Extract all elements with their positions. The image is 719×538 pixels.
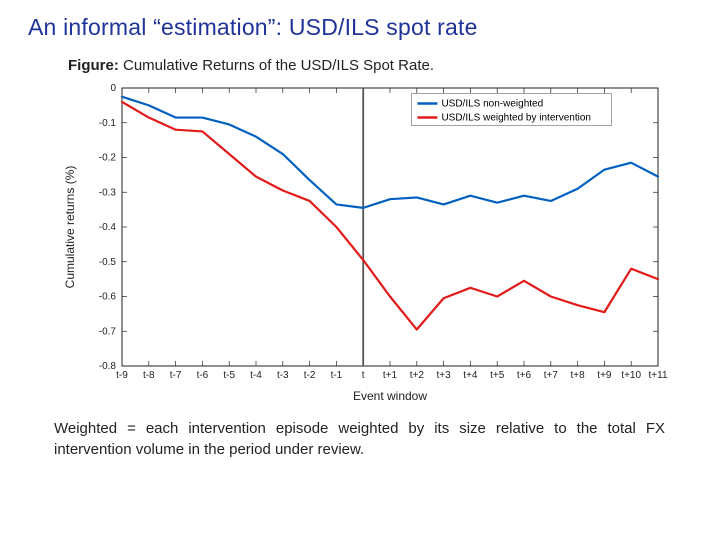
svg-text:-0.2: -0.2 — [98, 153, 116, 164]
svg-text:t-2: t-2 — [303, 370, 315, 381]
svg-text:-0.3: -0.3 — [98, 187, 116, 198]
svg-text:USD/ILS non-weighted: USD/ILS non-weighted — [441, 99, 543, 110]
svg-text:t+9: t+9 — [597, 370, 612, 381]
svg-text:Cumulative returns (%): Cumulative returns (%) — [63, 166, 77, 289]
figure-caption: Figure: Cumulative Returns of the USD/IL… — [68, 57, 691, 74]
figure-caption-label: Figure: — [68, 57, 119, 74]
svg-text:t-5: t-5 — [223, 370, 235, 381]
svg-text:t+10: t+10 — [621, 370, 641, 381]
svg-text:-0.6: -0.6 — [98, 292, 116, 303]
svg-text:-0.1: -0.1 — [98, 118, 116, 129]
svg-text:0: 0 — [110, 83, 116, 94]
footnote-text: Weighted = each intervention episode wei… — [54, 418, 665, 460]
svg-text:USD/ILS weighted by interventi: USD/ILS weighted by intervention — [441, 113, 591, 124]
svg-text:-0.5: -0.5 — [98, 257, 116, 268]
svg-text:t-6: t-6 — [196, 370, 208, 381]
svg-text:t-4: t-4 — [250, 370, 262, 381]
svg-text:t+6: t+6 — [516, 370, 531, 381]
svg-text:t-7: t-7 — [169, 370, 181, 381]
svg-text:t+11: t+11 — [648, 370, 667, 381]
slide-title: An informal “estimation”: USD/ILS spot r… — [28, 14, 691, 41]
svg-text:-0.8: -0.8 — [98, 361, 116, 372]
chart-container: 0 -0.1 -0.2 -0.3 -0.4 -0.5 -0.6 -0.7 -0.8t-9 t-8 t… — [50, 78, 670, 408]
svg-text:t-9: t-9 — [116, 370, 128, 381]
svg-text:t-8: t-8 — [142, 370, 154, 381]
svg-text:t+1: t+1 — [382, 370, 397, 381]
svg-text:Event window: Event window — [352, 389, 426, 403]
svg-text:t-3: t-3 — [276, 370, 288, 381]
svg-text:t-1: t-1 — [330, 370, 342, 381]
svg-text:t+3: t+3 — [436, 370, 451, 381]
svg-text:t: t — [361, 370, 364, 381]
svg-text:-0.7: -0.7 — [98, 326, 116, 337]
svg-text:-0.4: -0.4 — [98, 222, 116, 233]
svg-text:t+5: t+5 — [490, 370, 505, 381]
figure-caption-text: Cumulative Returns of the USD/ILS Spot R… — [119, 57, 434, 74]
svg-text:t+7: t+7 — [543, 370, 558, 381]
line-chart: 0 -0.1 -0.2 -0.3 -0.4 -0.5 -0.6 -0.7 -0.8t-9 t-8 t… — [50, 78, 670, 408]
svg-text:t+8: t+8 — [570, 370, 585, 381]
svg-text:t+4: t+4 — [463, 370, 478, 381]
svg-text:t+2: t+2 — [409, 370, 424, 381]
